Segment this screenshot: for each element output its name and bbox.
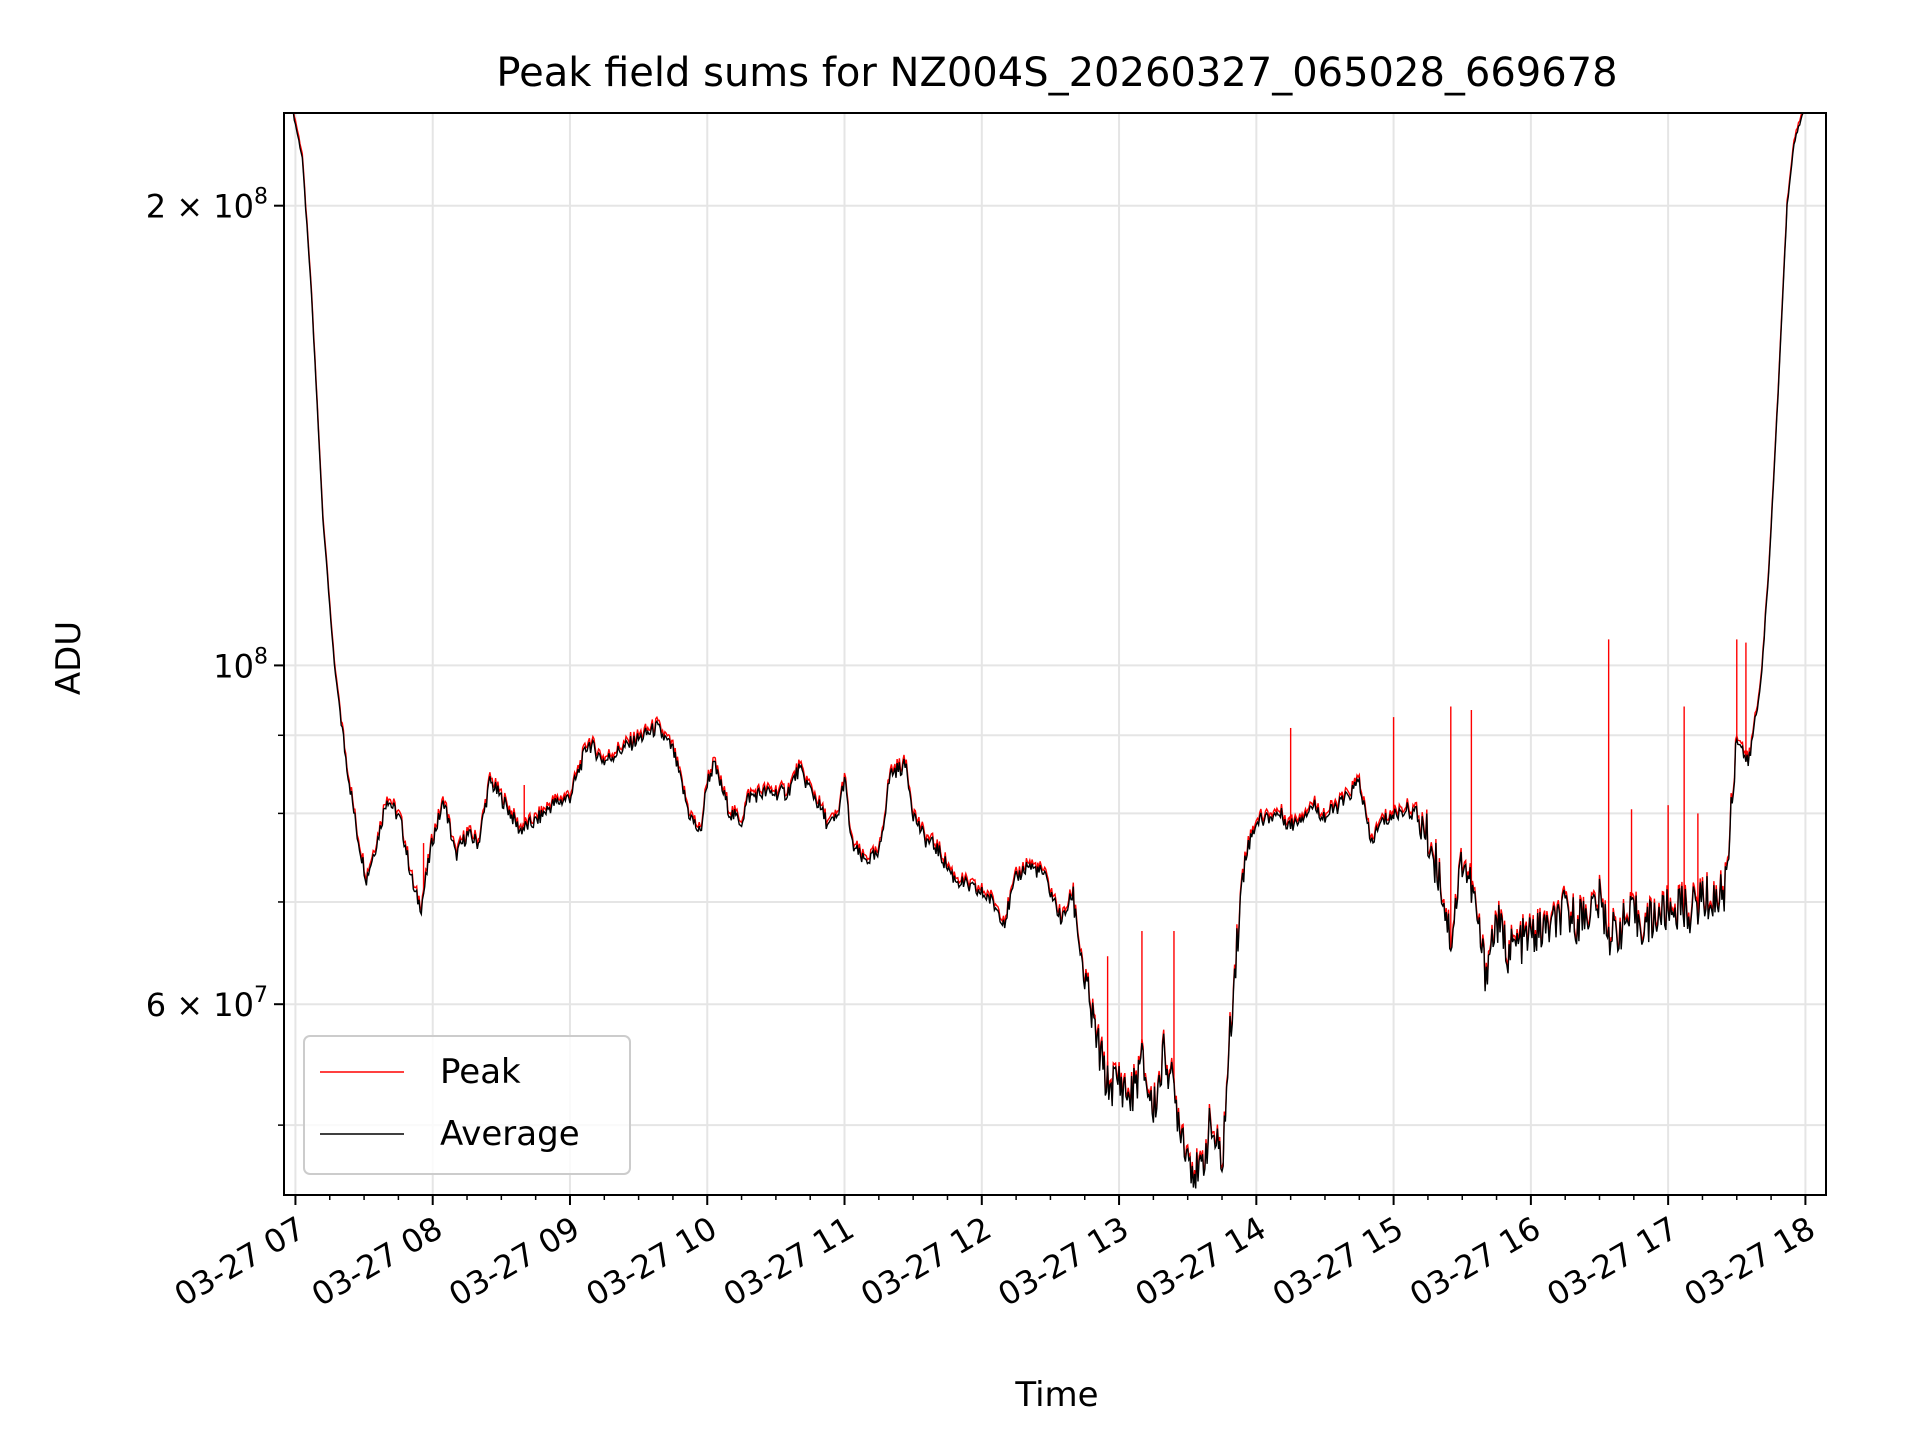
average-series-line (292, 113, 1804, 1189)
y-axis: 6 × 107 108 2 × 108 (146, 185, 284, 1126)
legend-peak-label: Peak (440, 1052, 521, 1092)
plot-frame (283, 112, 1827, 1196)
series-layer (292, 113, 1804, 1189)
x-axis-label: Time (1014, 1375, 1098, 1415)
y-tick-label: 2 × 108 (146, 185, 268, 226)
legend: Peak Average (303, 1035, 631, 1175)
y-tick-label: 6 × 107 (146, 983, 268, 1024)
y-axis-label: ADU (49, 621, 89, 695)
peak-series-line (293, 113, 1803, 1185)
y-tick-label: 108 (213, 644, 268, 685)
chart-title: Peak field sums for NZ004S_20260327_0650… (496, 50, 1617, 96)
grid-layer (284, 113, 1826, 1195)
legend-box (303, 1035, 631, 1175)
legend-average-label: Average (440, 1114, 580, 1154)
